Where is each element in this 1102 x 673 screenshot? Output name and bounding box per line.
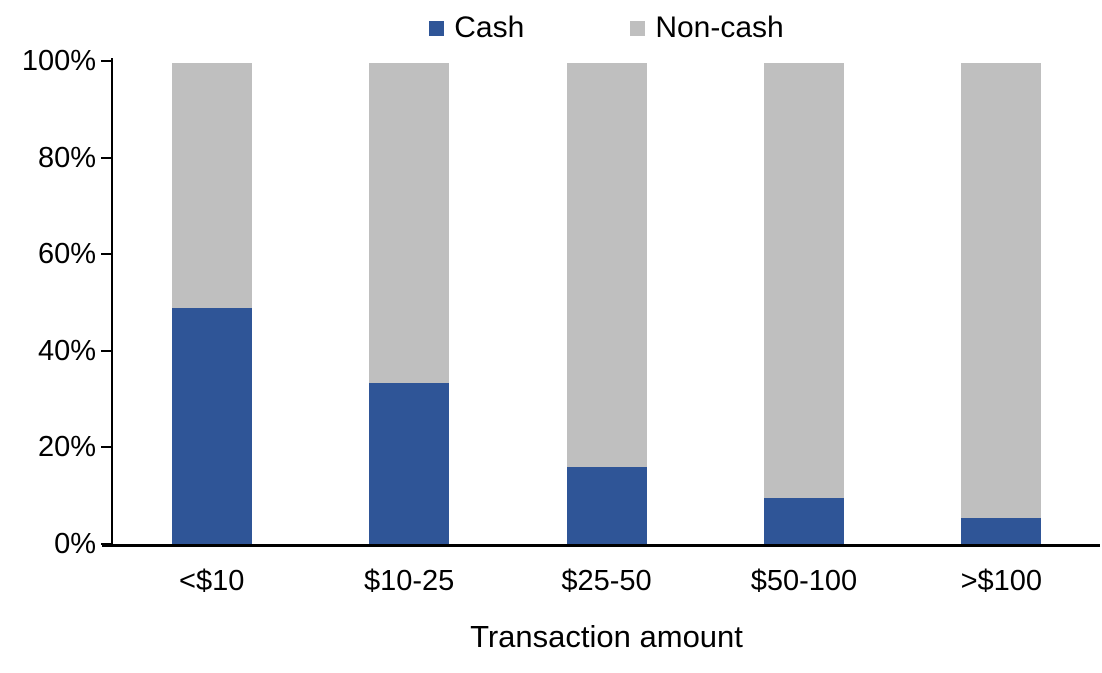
y-tick-mark	[101, 446, 112, 449]
bar-segment-non-cash	[566, 63, 647, 468]
bar-segment-cash	[763, 498, 844, 544]
stacked-bar	[566, 63, 647, 544]
y-tick-label: 40%	[37, 334, 96, 367]
legend-label-cash: Cash	[454, 11, 525, 44]
y-tick-label: 60%	[37, 238, 96, 271]
bar-segment-non-cash	[961, 63, 1042, 518]
plot-area	[113, 63, 1100, 544]
y-tick-label: 80%	[37, 141, 96, 174]
x-category-label: >$100	[960, 565, 1043, 597]
bar-segment-non-cash	[171, 63, 252, 309]
bar-segment-non-cash	[763, 63, 844, 499]
y-tick-mark	[101, 349, 112, 352]
bar-segment-cash	[566, 467, 647, 544]
y-axis-line	[111, 58, 113, 544]
bar-segment-cash	[961, 517, 1042, 544]
bar-segment-non-cash	[369, 63, 450, 383]
y-tick-label: 20%	[37, 431, 96, 464]
bar-slot	[508, 63, 705, 544]
stacked-bar	[961, 63, 1042, 544]
x-category-label: $10-25	[363, 565, 455, 597]
bar-slot	[705, 63, 902, 544]
y-tick-mark	[101, 156, 112, 159]
y-tick-label: 100%	[21, 45, 96, 77]
bar-slot	[903, 63, 1100, 544]
bar-slot	[310, 63, 507, 544]
stacked-bar	[171, 63, 252, 544]
bar-segment-cash	[171, 308, 252, 544]
x-axis-title: Transaction amount	[470, 619, 743, 654]
legend: Cash Non-cash	[113, 6, 1100, 50]
bar-slot	[113, 63, 310, 544]
x-category-label: $50-100	[750, 565, 858, 597]
legend-label-noncash: Non-cash	[655, 11, 784, 44]
noncash-swatch-icon	[630, 20, 646, 36]
legend-item-noncash: Non-cash	[630, 11, 784, 44]
stacked-bar	[763, 63, 844, 544]
x-category-label: <$10	[179, 565, 245, 597]
bar-segment-cash	[369, 382, 450, 544]
stacked-bar	[369, 63, 450, 544]
y-tick-mark	[101, 253, 112, 256]
y-tick-label: 0%	[54, 528, 96, 560]
x-axis-line	[102, 544, 1100, 547]
x-axis-labels: <$10 $10-25 $25-50 $50-100 >$100	[113, 565, 1100, 598]
cash-swatch-icon	[429, 20, 445, 36]
y-tick-mark	[101, 60, 112, 62]
legend-item-cash: Cash	[429, 13, 524, 43]
x-category-label: $25-50	[561, 565, 652, 597]
